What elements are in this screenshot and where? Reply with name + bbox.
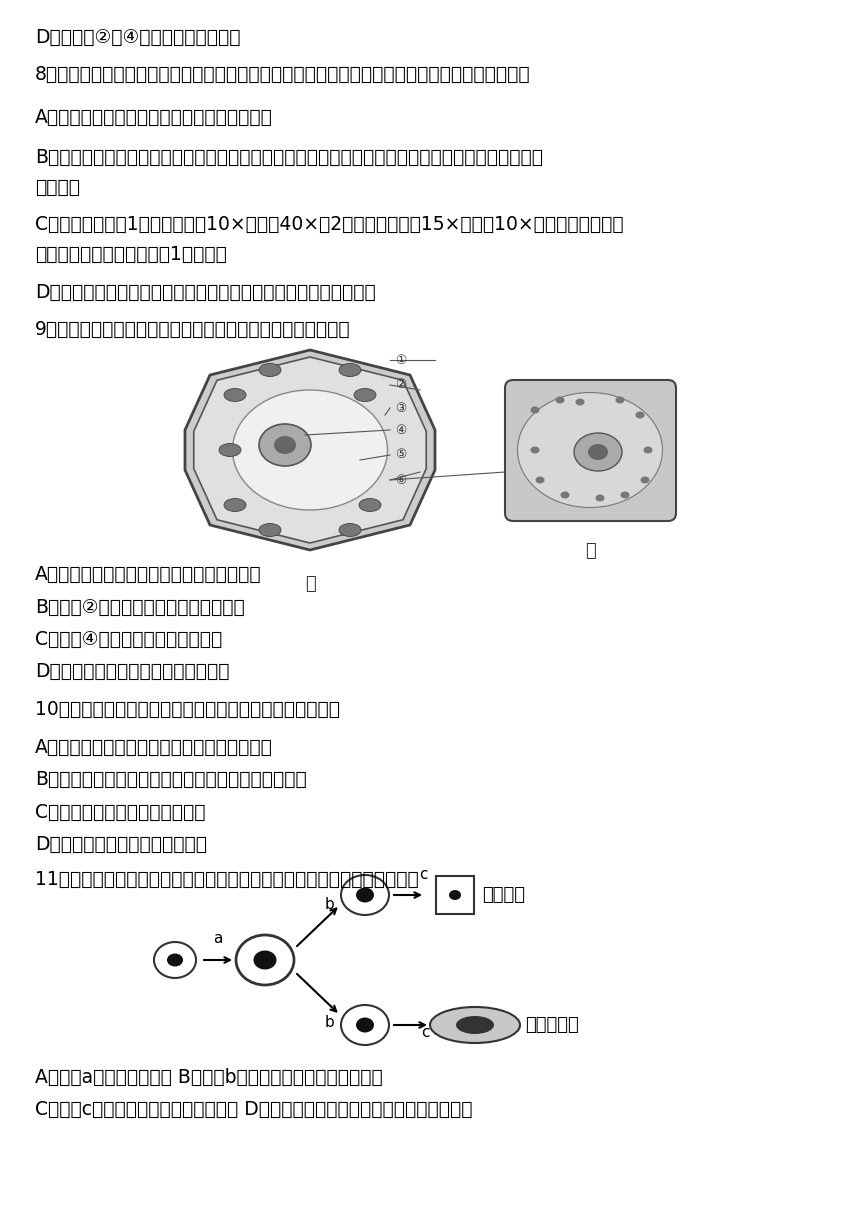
Text: B．图中②是细胞壁，起保护和支持作用: B．图中②是细胞壁，起保护和支持作用 [35, 598, 245, 617]
Ellipse shape [341, 876, 389, 914]
Ellipse shape [621, 491, 630, 499]
Text: A．线粒体是能量转换器，为细胞生命活动供能: A．线粒体是能量转换器，为细胞生命活动供能 [35, 738, 273, 758]
Ellipse shape [636, 411, 644, 418]
Text: B．构成细胞的物质中，水、无机盐、糖类都是有机物: B．构成细胞的物质中，水、无机盐、糖类都是有机物 [35, 770, 307, 789]
Ellipse shape [259, 364, 281, 377]
Text: 9．如图是动植物细胞结构模式图，下列叙述正确的是（　　）: 9．如图是动植物细胞结构模式图，下列叙述正确的是（ ） [35, 320, 351, 339]
Text: 骨骼肌细胞: 骨骼肌细胞 [525, 1017, 579, 1034]
Ellipse shape [259, 424, 311, 466]
Ellipse shape [341, 1004, 389, 1045]
Ellipse shape [167, 953, 183, 967]
Ellipse shape [219, 444, 241, 456]
Ellipse shape [595, 495, 605, 501]
Ellipse shape [254, 951, 277, 969]
FancyBboxPatch shape [505, 379, 676, 520]
Text: c: c [421, 1025, 429, 1040]
Ellipse shape [259, 524, 281, 536]
Text: ②: ② [395, 378, 406, 392]
Ellipse shape [430, 1007, 520, 1043]
Text: ⑥: ⑥ [395, 473, 406, 486]
Ellipse shape [236, 935, 294, 985]
Text: C．图中④是细胞核，内含遗传物质: C．图中④是细胞核，内含遗传物质 [35, 630, 222, 649]
Text: A．过程a代表细胞的生长 B．过程b产生的子细胞染色体数目不同: A．过程a代表细胞的生长 B．过程b产生的子细胞染色体数目不同 [35, 1068, 383, 1087]
Ellipse shape [359, 499, 381, 512]
Text: ③: ③ [395, 401, 406, 415]
Text: 到的细胞体积最大，应选用1号显微镜: 到的细胞体积最大，应选用1号显微镜 [35, 244, 227, 264]
Ellipse shape [518, 393, 662, 507]
Text: ①: ① [395, 354, 406, 366]
Ellipse shape [224, 388, 246, 401]
Text: C．两台显微镜，1号显微镜目镜10×，物镜40×，2号显微镜镜目镜15×，物镜10×，要使视野中观察: C．两台显微镜，1号显微镜目镜10×，物镜40×，2号显微镜镜目镜15×，物镜1… [35, 215, 623, 233]
Text: D．视野由②到④，需要向左移动装片: D．视野由②到④，需要向左移动装片 [35, 28, 241, 47]
Text: c: c [419, 867, 427, 882]
Ellipse shape [154, 942, 196, 978]
Text: B．小明用显微镜观察血涂片时，发现视野中有一个污点，他转动目镜，污点不移动，他判断污点一定: B．小明用显微镜观察血涂片时，发现视野中有一个污点，他转动目镜，污点不移动，他判… [35, 148, 543, 167]
Text: ④: ④ [395, 423, 406, 437]
Ellipse shape [574, 433, 622, 471]
Ellipse shape [224, 499, 246, 512]
Ellipse shape [356, 888, 374, 902]
Ellipse shape [531, 446, 539, 454]
Ellipse shape [339, 524, 361, 536]
Text: 11．下图表示某动物两种细胞的形成过程，下列相关说法正确的是（　　）: 11．下图表示某动物两种细胞的形成过程，下列相关说法正确的是（ ） [35, 869, 419, 889]
Polygon shape [194, 358, 427, 544]
Text: 8．绝大多数细胞非常小，必须借助显微镜观察。下列有关显微镜知识的叙述中，错误的是（　　）: 8．绝大多数细胞非常小，必须借助显微镜观察。下列有关显微镜知识的叙述中，错误的是… [35, 64, 531, 84]
Ellipse shape [575, 399, 585, 405]
Ellipse shape [556, 396, 564, 404]
Text: b: b [325, 897, 335, 912]
Text: D．细胞中的物质都是自己制造的: D．细胞中的物质都是自己制造的 [35, 835, 207, 854]
Text: 10．细胞生活需要物质和能量，下列说法正确的是（　　）: 10．细胞生活需要物质和能量，下列说法正确的是（ ） [35, 700, 340, 719]
Text: 甲: 甲 [304, 575, 316, 593]
Text: 上皮细胞: 上皮细胞 [482, 886, 525, 903]
Text: b: b [325, 1015, 335, 1030]
Text: 乙: 乙 [585, 542, 595, 561]
Ellipse shape [356, 1018, 374, 1032]
Text: A．图甲所示的细胞长时间放在清水中会涨破: A．图甲所示的细胞长时间放在清水中会涨破 [35, 565, 261, 584]
Text: C．叶绿体能将化学能转变成光能: C．叶绿体能将化学能转变成光能 [35, 803, 206, 822]
Text: 在物镜上: 在物镜上 [35, 178, 80, 197]
Ellipse shape [561, 491, 569, 499]
Ellipse shape [232, 390, 388, 510]
Text: D．在使用显微镜观察玻片标本时，下降镜筒时眼睛一定要注视物镜: D．在使用显微镜观察玻片标本时，下降镜筒时眼睛一定要注视物镜 [35, 283, 376, 302]
Ellipse shape [274, 437, 296, 454]
Ellipse shape [339, 364, 361, 377]
Ellipse shape [354, 388, 376, 401]
Text: D．图甲是动物细胞，图乙是植物细胞: D．图甲是动物细胞，图乙是植物细胞 [35, 662, 230, 681]
Ellipse shape [643, 446, 653, 454]
Ellipse shape [616, 396, 624, 404]
Text: a: a [213, 931, 223, 946]
Bar [436, 876, 474, 914]
Ellipse shape [449, 890, 461, 900]
Ellipse shape [531, 406, 539, 413]
Ellipse shape [536, 477, 544, 484]
Text: C．过程c形成的细胞仍具有分裂能力　 D．恶性肿瘤是癌细胞不断分裂、分化形成的: C．过程c形成的细胞仍具有分裂能力 D．恶性肿瘤是癌细胞不断分裂、分化形成的 [35, 1100, 472, 1119]
Text: ⑤: ⑤ [395, 449, 406, 462]
Ellipse shape [641, 477, 649, 484]
Ellipse shape [456, 1017, 494, 1034]
Polygon shape [185, 350, 435, 550]
Ellipse shape [588, 444, 608, 460]
Text: A．对光后，通过目镜可以看到白亮的圆形视野: A．对光后，通过目镜可以看到白亮的圆形视野 [35, 108, 273, 126]
